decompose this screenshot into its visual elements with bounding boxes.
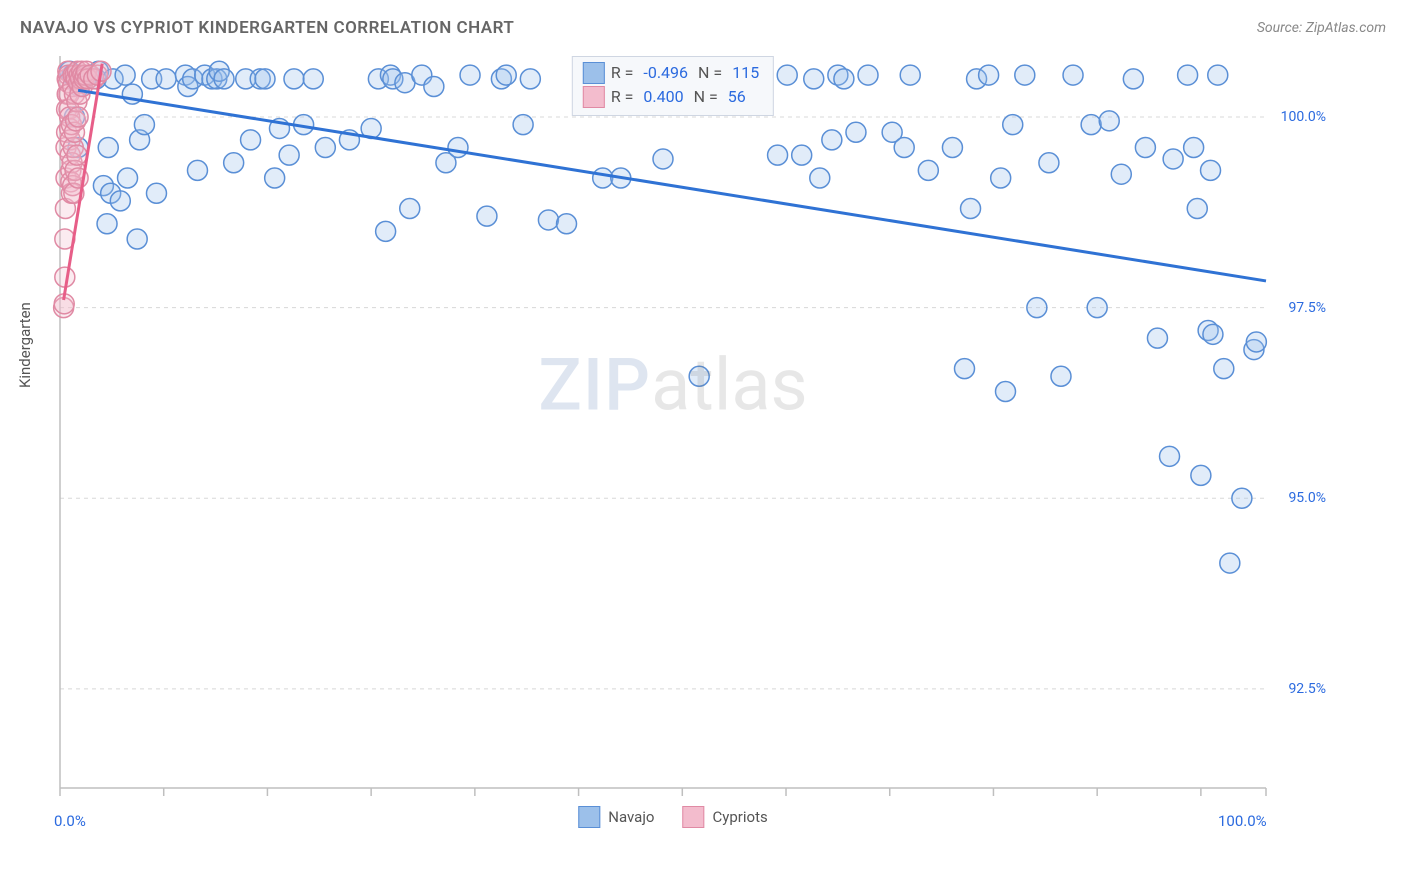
y-axis-label: Kindergarten xyxy=(16,302,34,388)
series-legend: Navajo Cypriots xyxy=(578,806,767,828)
scatter-plot-svg xyxy=(20,46,1326,816)
y-tick-label: 92.5% xyxy=(1288,681,1326,697)
chart-source: Source: ZipAtlas.com xyxy=(1257,20,1386,36)
chart-area: Kindergarten ZIPatlas R = -0.496 N = 115… xyxy=(20,46,1326,816)
swatch-navajo xyxy=(583,62,605,84)
y-tick-label: 100.0% xyxy=(1281,109,1326,125)
stats-row-navajo: R = -0.496 N = 115 xyxy=(583,61,763,85)
x-axis-end-label: 100.0% xyxy=(1218,812,1267,830)
y-tick-label: 95.0% xyxy=(1288,490,1326,506)
legend-swatch-navajo xyxy=(578,806,600,828)
legend-swatch-cypriots xyxy=(683,806,705,828)
correlation-stats-box: R = -0.496 N = 115 R = 0.400 N = 56 xyxy=(572,56,774,116)
stats-row-cypriots: R = 0.400 N = 56 xyxy=(583,85,763,109)
legend-item-navajo: Navajo xyxy=(578,806,654,828)
chart-title: NAVAJO VS CYPRIOT KINDERGARTEN CORRELATI… xyxy=(20,18,514,38)
legend-item-cypriots: Cypriots xyxy=(683,806,768,828)
chart-header: NAVAJO VS CYPRIOT KINDERGARTEN CORRELATI… xyxy=(0,0,1406,46)
swatch-cypriots xyxy=(583,86,605,108)
y-tick-label: 97.5% xyxy=(1288,300,1326,316)
x-axis-start-label: 0.0% xyxy=(54,812,86,830)
